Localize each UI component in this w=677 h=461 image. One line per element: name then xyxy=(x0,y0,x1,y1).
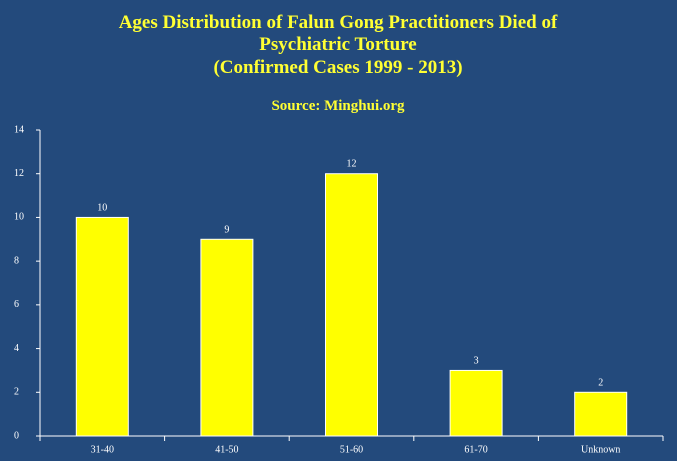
chart-title: Ages Distribution of Falun Gong Practiti… xyxy=(119,12,558,33)
y-tick-label: 10 xyxy=(14,212,24,223)
y-tick-label: 6 xyxy=(14,299,19,310)
value-label: 3 xyxy=(474,355,479,366)
x-tick-label: 61-70 xyxy=(464,444,487,455)
bar xyxy=(325,173,378,437)
y-tick-label: 12 xyxy=(14,168,24,179)
chart-title: (Confirmed Cases 1999 - 2013) xyxy=(213,57,462,78)
x-tick-label: 51-60 xyxy=(340,444,363,455)
value-label: 10 xyxy=(97,202,107,213)
value-label: 12 xyxy=(347,159,357,170)
bar xyxy=(574,391,628,437)
y-tick-label: 8 xyxy=(14,255,19,266)
bar xyxy=(200,238,254,437)
value-label: 9 xyxy=(224,224,229,235)
x-tick-label: 31-40 xyxy=(91,444,114,455)
chart-title: Psychiatric Torture xyxy=(259,34,416,55)
y-tick-label: 2 xyxy=(14,387,19,398)
bar xyxy=(75,216,129,437)
y-tick-label: 14 xyxy=(14,124,24,135)
bar xyxy=(449,369,503,437)
y-tick-label: 0 xyxy=(14,430,19,441)
x-tick-label: 41-50 xyxy=(215,444,238,455)
chart-subtitle: Source: Minghui.org xyxy=(271,98,405,114)
value-label: 2 xyxy=(598,377,603,388)
x-tick-label: Unknown xyxy=(581,444,620,455)
y-tick-label: 4 xyxy=(14,343,19,354)
